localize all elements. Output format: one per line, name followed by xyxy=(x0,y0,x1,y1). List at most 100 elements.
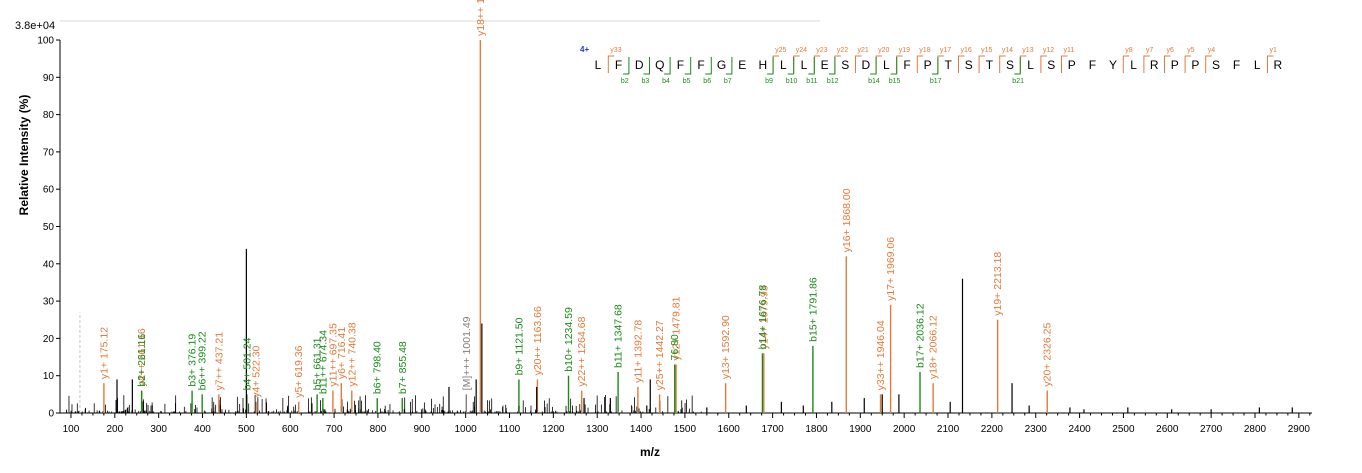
peak-label-y: y1+ 175.12 xyxy=(98,327,110,379)
x-tick-label: 900 xyxy=(413,424,430,435)
peak-label-b: b3+ 376.19 xyxy=(187,334,199,387)
y-ion-mark: y18 xyxy=(919,47,930,54)
y-ion-bracket xyxy=(793,55,800,73)
y-tick-label: 70 xyxy=(43,147,55,158)
y-tick-label: 100 xyxy=(37,36,54,47)
b-ion-mark: b2 xyxy=(621,78,629,85)
x-tick-label: 2500 xyxy=(1112,424,1135,435)
residue: P xyxy=(1191,58,1199,72)
peak-label-y: y12+ 1479.81 xyxy=(671,296,683,360)
y-ion-bracket xyxy=(1122,55,1130,73)
residue: P xyxy=(924,58,932,72)
b-ion-mark: b15 xyxy=(889,78,901,85)
y-ion-bracket xyxy=(1143,55,1150,73)
residue: E xyxy=(821,58,829,72)
peak-label-y: y4+ 522.30 xyxy=(251,345,263,397)
b-ion-bracket xyxy=(622,57,630,75)
peak-label-y: y11+ 1392.78 xyxy=(632,320,644,383)
residue: F xyxy=(615,58,622,72)
b-ion-mark: b6 xyxy=(703,78,711,85)
x-tick-label: 600 xyxy=(282,424,299,435)
b-ion-mark: b3 xyxy=(642,78,650,85)
y-tick-label: 50 xyxy=(43,222,55,233)
y-ion-mark: y7 xyxy=(1146,47,1154,54)
peak-label-b: b6+ 798.40 xyxy=(372,341,384,394)
x-tick-label: 1800 xyxy=(805,424,828,435)
x-tick-label: 400 xyxy=(194,424,211,435)
y-ion-bracket xyxy=(896,55,903,73)
x-tick-label: 300 xyxy=(150,424,167,435)
y-axis-title: Relative Intensity (%) xyxy=(17,95,31,216)
y-ion-mark: y6 xyxy=(1167,47,1175,54)
y-ion-mark: y11 xyxy=(1064,47,1075,54)
peak-label-b: b9+ 1121.50 xyxy=(513,317,525,375)
y-ion-bracket xyxy=(1019,55,1027,73)
b-ion-mark: b21 xyxy=(1012,78,1024,85)
b-ion-bracket xyxy=(808,57,815,75)
residue: T xyxy=(986,58,994,72)
b-ion-mark: b10 xyxy=(786,78,798,85)
y-ion-bracket xyxy=(958,55,965,73)
residue: F xyxy=(1233,58,1240,72)
y-ion-bracket xyxy=(772,55,780,73)
y-ion-mark: y19 xyxy=(899,47,910,54)
y-ion-bracket xyxy=(855,55,862,73)
b-ion-bracket xyxy=(787,57,795,75)
x-tick-label: 200 xyxy=(106,424,123,435)
residue: E xyxy=(738,58,746,72)
residue: L xyxy=(1254,58,1261,72)
residue: F xyxy=(903,58,910,72)
y-ion-bracket xyxy=(607,55,615,73)
x-tick-label: 2900 xyxy=(1288,424,1311,435)
residue: H xyxy=(758,58,767,72)
max-intensity-label: 3.8e+04 xyxy=(15,20,55,32)
peak-label-b: b2+ 261.16 xyxy=(136,334,148,387)
peak-label-b: b11+ 1347.68 xyxy=(613,304,625,368)
residue: S xyxy=(965,58,973,72)
residue: R xyxy=(1273,58,1282,72)
y-ion-mark: y17 xyxy=(940,47,951,54)
x-tick-label: 2200 xyxy=(981,424,1004,435)
y-ion-mark: y24 xyxy=(796,47,807,54)
y-tick-label: 90 xyxy=(43,73,55,84)
peak-label-y: y18+ 2066.12 xyxy=(928,315,940,379)
b-ion-bracket xyxy=(705,57,712,75)
b-ion-mark: b4 xyxy=(662,78,670,85)
peak-label-y: y13+ 1592.90 xyxy=(720,315,732,379)
peak-label-b: b6++ 399.22 xyxy=(197,331,209,390)
peak-label-b: b11++ 674.34 xyxy=(317,330,329,394)
y-ion-mark: y13 xyxy=(1022,47,1033,54)
residue: S xyxy=(1006,58,1014,72)
b-ion-mark: b7 xyxy=(724,78,732,85)
y-tick-label: 30 xyxy=(43,297,55,308)
b-ion-bracket xyxy=(890,57,898,75)
residue: S xyxy=(841,58,849,72)
peak-label-b: b4+ 501.24 xyxy=(241,337,253,390)
residue: D xyxy=(861,58,870,72)
x-tick-label: 1600 xyxy=(718,424,741,435)
residue: L xyxy=(1027,58,1034,72)
x-axis-title: m/z xyxy=(640,445,660,459)
x-tick-label: 800 xyxy=(370,424,387,435)
peak-label-y: y20++ 1163.66 xyxy=(532,306,544,375)
b-ion-bracket xyxy=(828,57,836,75)
residue: P xyxy=(1171,58,1179,72)
y-ion-mark: y1 xyxy=(1270,47,1278,54)
b-ion-mark: b17 xyxy=(930,78,942,85)
b-ion-mark: b5 xyxy=(683,78,691,85)
residue: L xyxy=(595,58,602,72)
y-ion-bracket xyxy=(999,55,1006,73)
peak-label-y: y16+ 1868.00 xyxy=(841,188,853,252)
peak-label-y: y14+ 1679.93 xyxy=(758,285,770,349)
peak-label-b: 76.80 xyxy=(669,334,681,360)
y-ion-mark: y15 xyxy=(981,47,992,54)
x-tick-label: 2400 xyxy=(1068,424,1091,435)
y-ion-bracket xyxy=(978,55,986,73)
x-tick-label: 2700 xyxy=(1200,424,1223,435)
x-tick-label: 1700 xyxy=(761,424,784,435)
y-ion-bracket xyxy=(875,55,883,73)
residue: R xyxy=(1150,58,1159,72)
y-ion-mark: y25 xyxy=(775,47,786,54)
